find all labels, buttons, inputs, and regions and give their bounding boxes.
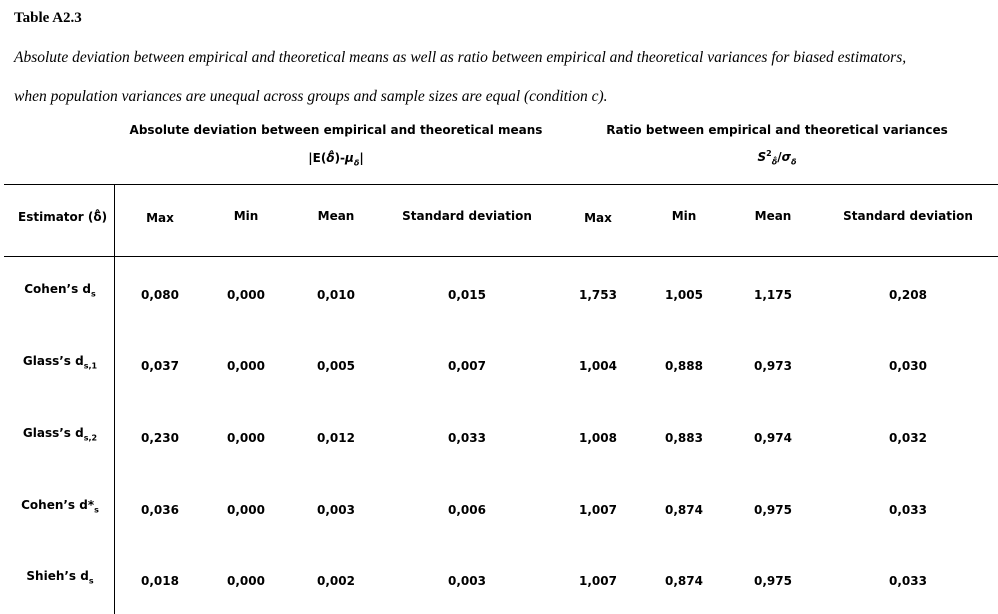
column-header-mean-variance-ratio: Mean <box>754 209 792 223</box>
column-header-standard-deviation-variance-ratio: Standard deviation <box>843 209 973 223</box>
column-header-min-variance-ratio: Min <box>671 209 697 223</box>
table-cell: 0,080 <box>141 288 179 302</box>
formula-variance-ratio: S2δ̂/σδ <box>757 149 797 167</box>
table-cell: 0,000 <box>227 288 265 302</box>
table-cell: 0,208 <box>889 288 927 302</box>
table-cell: 0,974 <box>754 431 792 445</box>
column-header-mean-mean-deviation: Mean <box>317 209 355 223</box>
table-cell: 0,010 <box>317 288 355 302</box>
table-cell: 0,003 <box>317 503 355 517</box>
table-cell: 0,975 <box>754 503 792 517</box>
table-cell: 0,874 <box>665 503 703 517</box>
table-title: Table A2.3 <box>14 10 82 26</box>
estimator-label: Glass’s ds,2 <box>22 426 98 443</box>
table-cell: 1,753 <box>579 288 617 302</box>
estimator-label: Cohen’s d*s <box>21 498 99 515</box>
table-cell: 0,002 <box>317 574 355 588</box>
column-header-max-variance-ratio: Max <box>584 211 612 225</box>
table-cell: 0,005 <box>317 359 355 373</box>
table-cell: 0,032 <box>889 431 927 445</box>
table-cell: 0,006 <box>448 503 486 517</box>
table-cell: 0,015 <box>448 288 486 302</box>
column-header-estimator: Estimator (δ̂) <box>18 210 108 224</box>
table-caption-line-2: when population variances are unequal ac… <box>14 88 608 105</box>
formula-absolute-deviation: |E(δ̂)-μδ| <box>308 151 364 168</box>
table-cell: 0,033 <box>889 574 927 588</box>
table-cell: 0,975 <box>754 574 792 588</box>
table-cell: 0,888 <box>665 359 703 373</box>
table-top-rule <box>4 184 998 185</box>
estimator-label: Cohen’s ds <box>24 282 96 299</box>
table-cell: 1,175 <box>754 288 792 302</box>
table-cell: 0,033 <box>889 503 927 517</box>
table-cell: 1,007 <box>579 574 617 588</box>
table-cell: 1,007 <box>579 503 617 517</box>
table-cell: 0,033 <box>448 431 486 445</box>
table-cell: 0,007 <box>448 359 486 373</box>
table-cell: 0,000 <box>227 431 265 445</box>
column-header-max-mean-deviation: Max <box>146 211 174 225</box>
table-cell: 0,000 <box>227 574 265 588</box>
table-cell: 1,005 <box>665 288 703 302</box>
column-header-standard-deviation-mean-deviation: Standard deviation <box>402 209 532 223</box>
table-cell: 0,037 <box>141 359 179 373</box>
table-cell: 0,003 <box>448 574 486 588</box>
table-cell: 0,012 <box>317 431 355 445</box>
table-cell: 1,004 <box>579 359 617 373</box>
group-header-variance-ratio: Ratio between empirical and theoretical … <box>606 123 948 137</box>
table-cell: 0,018 <box>141 574 179 588</box>
column-header-min-mean-deviation: Min <box>233 209 259 223</box>
table-cell: 0,883 <box>665 431 703 445</box>
table-cell: 0,036 <box>141 503 179 517</box>
table-cell: 1,008 <box>579 431 617 445</box>
table-cell: 0,973 <box>754 359 792 373</box>
table-cell: 0,000 <box>227 359 265 373</box>
estimator-label: Glass’s ds,1 <box>22 354 98 371</box>
table-cell: 0,030 <box>889 359 927 373</box>
table-cell: 0,000 <box>227 503 265 517</box>
table-header-rule <box>4 256 998 257</box>
table-cell: 0,230 <box>141 431 179 445</box>
group-header-absolute-deviation: Absolute deviation between empirical and… <box>129 123 543 137</box>
estimator-label: Shieh’s ds <box>26 569 94 586</box>
table-caption-line-1: Absolute deviation between empirical and… <box>14 49 907 66</box>
estimator-column-rule <box>114 184 115 614</box>
table-cell: 0,874 <box>665 574 703 588</box>
